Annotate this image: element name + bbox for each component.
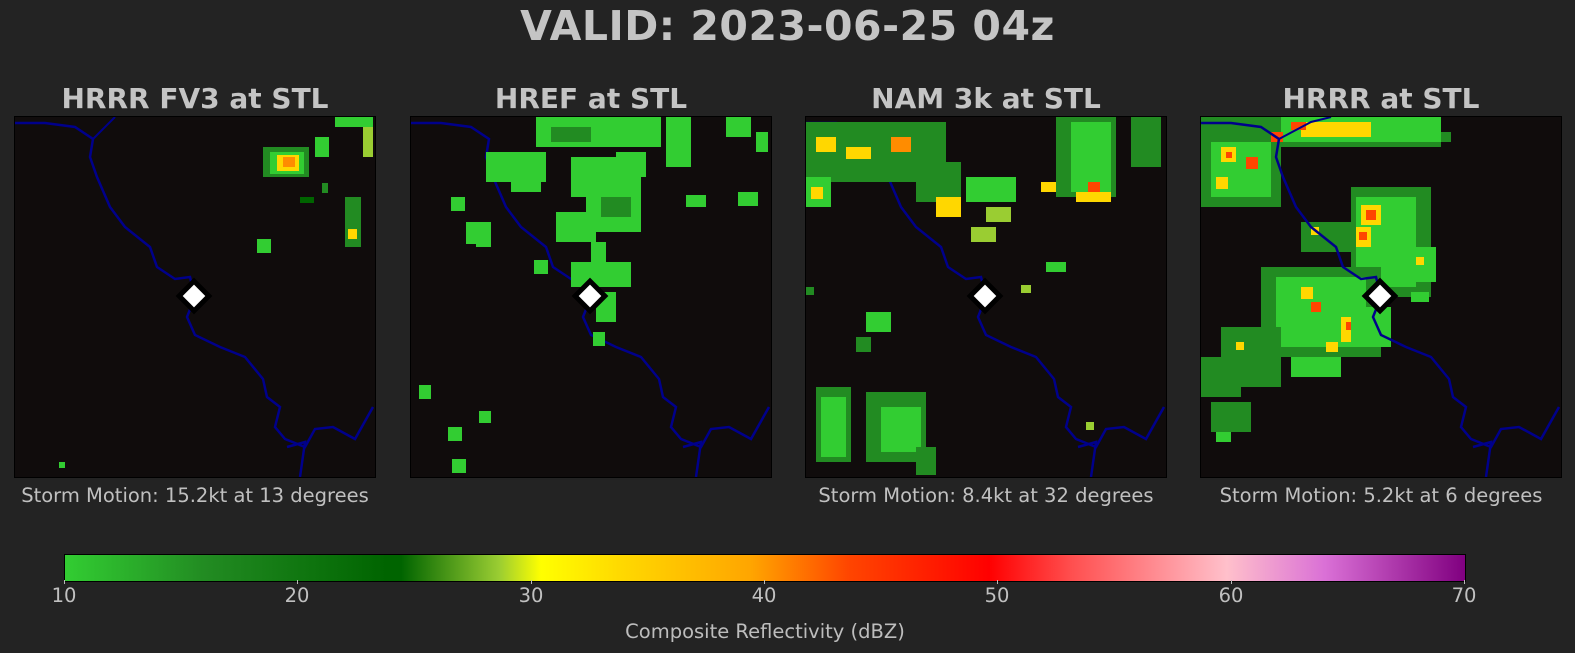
- panel-hrrr: HRRR at STL: [1200, 82, 1562, 507]
- colorbar-tick-label: 30: [518, 584, 544, 607]
- panel-title: HRRR FV3 at STL: [61, 82, 329, 115]
- diamond-marker-icon: [1361, 277, 1399, 315]
- figure-title: VALID: 2023-06-25 04z: [520, 2, 1055, 50]
- storm-motion-caption: Storm Motion: 8.4kt at 32 degrees: [818, 484, 1154, 507]
- reflectivity-map: [14, 116, 376, 478]
- reflectivity-cells: [551, 127, 631, 217]
- diamond-marker-icon: [966, 277, 1004, 315]
- colorbar-tick-label: 50: [984, 584, 1010, 607]
- reflectivity-map: [1200, 116, 1562, 478]
- panel-hrrr-fv3: HRRR FV3 at STL: [14, 82, 376, 507]
- colorbar-tick-label: 10: [51, 584, 77, 607]
- reflectivity-cells: [1201, 117, 1451, 442]
- panel-title: HREF at STL: [494, 82, 688, 115]
- river-line: [1472, 440, 1493, 477]
- river-line: [682, 440, 703, 477]
- reflectivity-map: [805, 116, 1167, 478]
- colorbar-label: Composite Reflectivity (dBZ): [625, 620, 905, 643]
- diamond-marker-icon: [571, 277, 609, 315]
- diamond-marker-icon: [175, 277, 213, 315]
- colorbar-tick-label: 60: [1218, 584, 1244, 607]
- panel-title: NAM 3k at STL: [871, 82, 1101, 115]
- river-line: [92, 117, 116, 140]
- reflectivity-cells: [59, 117, 373, 468]
- colorbar-ticks: 10 20 30 40 50 60 70: [52, 580, 1476, 614]
- reflectivity-cells: [419, 117, 768, 473]
- storm-motion-caption: Storm Motion: 15.2kt at 13 degrees: [21, 484, 369, 507]
- colorbar-tick-label: 70: [1451, 584, 1477, 607]
- reflectivity-cells: [806, 117, 1161, 475]
- reflectivity-colorbar: [64, 554, 1466, 582]
- panel-nam-3k: NAM 3k at STL: [805, 82, 1167, 507]
- storm-motion-caption: Storm Motion: 5.2kt at 6 degrees: [1219, 484, 1543, 507]
- panel-title: HRRR at STL: [1282, 82, 1480, 115]
- reflectivity-map: [410, 116, 772, 478]
- colorbar-tick-label: 40: [751, 584, 777, 607]
- colorbar-tick-label: 20: [284, 584, 310, 607]
- river-line: [1077, 440, 1098, 477]
- river-line: [1278, 117, 1332, 140]
- panel-href: HREF at STL: [410, 82, 772, 484]
- river-line: [286, 440, 307, 477]
